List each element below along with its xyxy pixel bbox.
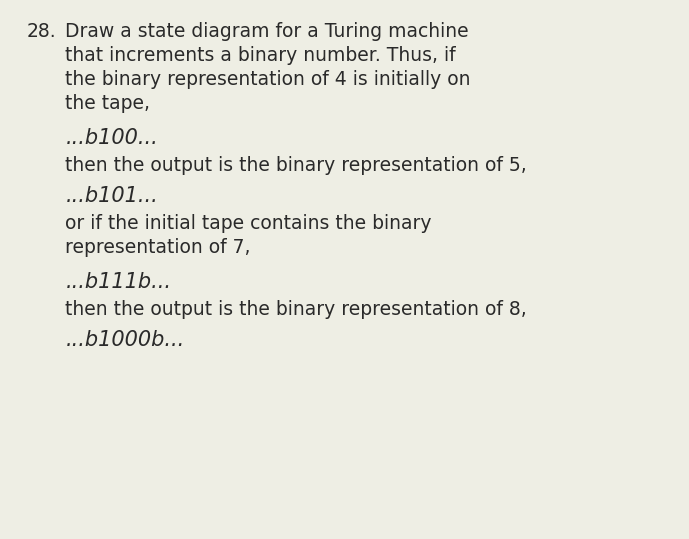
Text: that increments a binary number. Thus, if: that increments a binary number. Thus, i… (65, 46, 456, 65)
Text: ...b111b...: ...b111b... (65, 272, 172, 292)
Text: the tape,: the tape, (65, 94, 150, 113)
Text: or if the initial tape contains the binary: or if the initial tape contains the bina… (65, 214, 432, 233)
Text: then the output is the binary representation of 5,: then the output is the binary representa… (65, 156, 527, 175)
Text: ...b1000b...: ...b1000b... (65, 330, 185, 350)
Text: representation of 7,: representation of 7, (65, 238, 251, 257)
Text: ...b100...: ...b100... (65, 128, 158, 148)
Text: 28.: 28. (26, 22, 56, 40)
Text: Draw a state diagram for a Turing machine: Draw a state diagram for a Turing machin… (65, 22, 469, 40)
Text: ...b101...: ...b101... (65, 186, 158, 206)
Text: the binary representation of 4 is initially on: the binary representation of 4 is initia… (65, 70, 471, 89)
Text: then the output is the binary representation of 8,: then the output is the binary representa… (65, 300, 527, 319)
